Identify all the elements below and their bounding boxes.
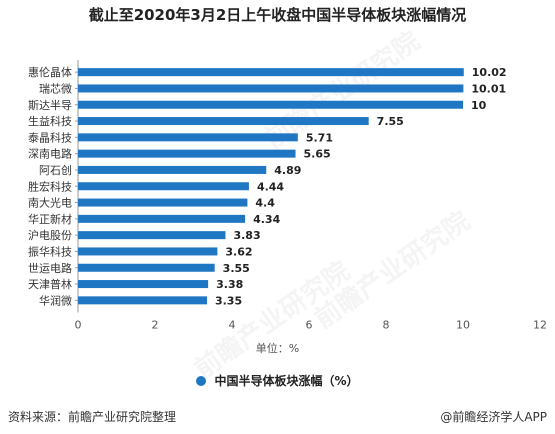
bar <box>78 149 296 158</box>
x-tick-label: 4 <box>229 319 236 332</box>
bar <box>78 263 215 272</box>
y-tick-label: 深南电路 <box>28 148 72 161</box>
bar <box>78 165 267 174</box>
legend-label: 中国半导体板块涨幅（%） <box>214 374 359 388</box>
y-tick-label: 世运电路 <box>28 262 72 275</box>
bar <box>78 231 226 240</box>
bar <box>78 280 209 289</box>
data-label: 3.38 <box>216 278 243 291</box>
x-tick-label: 10 <box>456 319 470 332</box>
legend-marker <box>196 376 207 386</box>
y-tick-label: 瑞芯微 <box>39 81 72 95</box>
y-tick-label: 振华科技 <box>28 244 72 258</box>
data-label: 4.44 <box>257 180 284 193</box>
bar <box>78 296 207 305</box>
x-tick-label: 0 <box>75 319 82 332</box>
bar <box>78 100 463 109</box>
bar <box>78 117 369 126</box>
data-label: 3.35 <box>215 294 242 307</box>
y-tick-label: 沪电股份 <box>28 228 72 242</box>
y-tick-label: 华润微 <box>39 293 72 307</box>
y-tick-label: 生益科技 <box>28 114 72 128</box>
data-label: 3.55 <box>223 262 250 275</box>
data-label: 3.83 <box>233 229 260 242</box>
y-tick-label: 胜宏科技 <box>28 179 72 193</box>
data-label: 4.34 <box>253 213 280 226</box>
data-label: 10 <box>471 99 487 112</box>
chart-title: 截止至2020年3月2日上午收盘中国半导体板块涨幅情况 <box>88 6 467 24</box>
bar <box>78 68 464 77</box>
brand-note: @前瞻经济学人APP <box>440 410 547 424</box>
x-tick-label: 12 <box>533 319 547 332</box>
y-tick-label: 惠伦晶体 <box>28 65 72 79</box>
y-tick-label: 泰晶科技 <box>28 130 72 144</box>
source-note: 资料来源：前瞻产业研究院整理 <box>8 410 177 424</box>
x-tick-label: 8 <box>383 319 390 332</box>
data-label: 3.62 <box>225 245 252 258</box>
data-label: 5.71 <box>306 131 333 144</box>
y-tick-label: 阿石创 <box>39 164 72 177</box>
data-label: 5.65 <box>304 148 331 161</box>
y-tick-label: 南大光电 <box>28 196 72 210</box>
data-label: 4.89 <box>274 164 301 177</box>
bar <box>78 247 218 256</box>
y-tick-label: 华正新材 <box>28 212 72 226</box>
legend: 中国半导体板块涨幅（%） <box>0 372 555 389</box>
y-tick-label: 天津普林 <box>28 277 72 291</box>
bar <box>78 214 246 223</box>
bar <box>78 182 249 191</box>
data-label: 7.55 <box>377 115 404 128</box>
y-tick-label: 斯达半导 <box>28 98 72 112</box>
x-axis-label: 单位：% <box>255 342 300 355</box>
bar <box>78 198 248 207</box>
x-tick-label: 6 <box>306 319 313 332</box>
data-label: 10.01 <box>471 82 506 95</box>
bar <box>78 84 464 93</box>
data-label: 10.02 <box>472 66 507 79</box>
x-tick-label: 2 <box>152 319 159 332</box>
bar <box>78 133 298 142</box>
data-label: 4.4 <box>255 197 275 210</box>
